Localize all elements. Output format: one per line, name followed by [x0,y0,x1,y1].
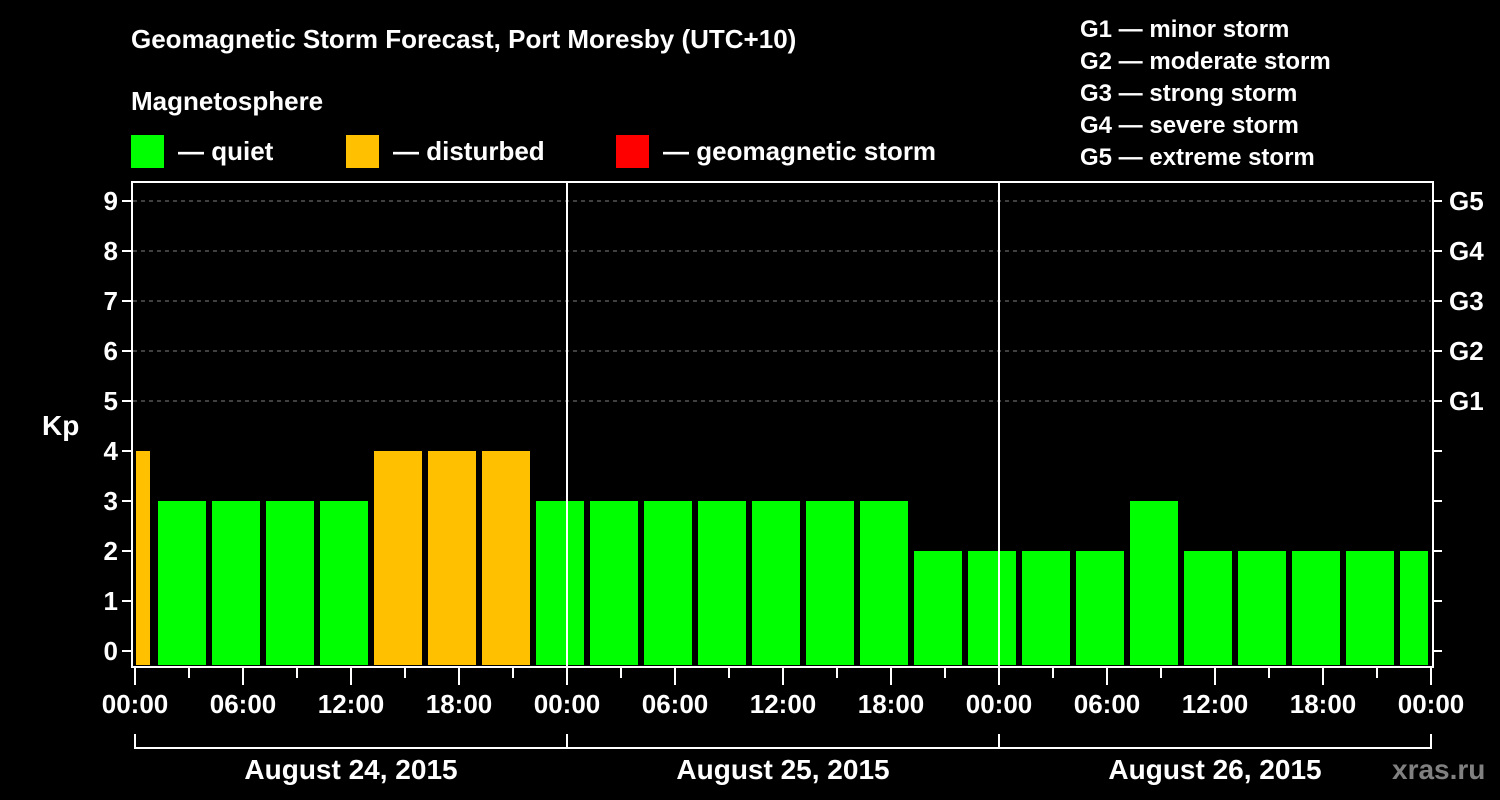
g4-legend: G4 — severe storm [1080,112,1299,139]
kp-bar [698,501,746,665]
x-tick-label: 12:00 [317,689,385,719]
disturbed-swatch [346,134,379,168]
legend-storm: — geomagnetic storm [616,134,936,168]
day-bracket [998,734,1432,749]
x-tick-label: 12:00 [749,689,817,719]
g-tick-label: G4 [1449,236,1484,266]
kp-bar [1184,551,1232,665]
y-tick-label: 2 [103,536,118,566]
g-scale-legend: G1 — minor storm G2 — moderate storm G3 … [1080,14,1331,174]
kp-bar [1130,501,1178,665]
kp-bar [1400,551,1428,665]
kp-bar [968,551,1016,665]
kp-bar [1076,551,1124,665]
x-tick-label: 12:00 [1181,689,1249,719]
y-axis-label: Kp [42,410,80,441]
legend-storm-label: — geomagnetic storm [663,135,937,166]
gridlines [133,200,1431,402]
x-tick-label: 18:00 [1289,689,1357,719]
x-tick-label: 06:00 [209,689,277,719]
day-brackets [134,734,1432,749]
x-tick-label: 00:00 [533,689,601,719]
axis-ticks [122,200,1442,685]
kp-bar [914,551,962,665]
x-tick-label: 06:00 [641,689,709,719]
legend-disturbed: — disturbed [346,134,545,168]
kp-bar [266,501,314,665]
y-tick-label: 0 [103,636,118,666]
kp-bar [320,501,368,665]
day-label: August 26, 2015 [1108,754,1322,785]
g5-legend: G5 — extreme storm [1080,144,1315,171]
legend-disturbed-label: — disturbed [393,135,545,166]
y-tick-label: 6 [103,336,118,366]
y-tick-label: 3 [103,486,118,516]
y-tick-label: 7 [103,286,118,316]
x-tick-label: 00:00 [1397,689,1465,719]
kp-bar [136,451,150,665]
kp-bar [374,451,422,665]
g2-legend: G2 — moderate storm [1080,48,1331,75]
x-tick-label: 06:00 [1073,689,1141,719]
kp-bar [158,501,206,665]
day-bracket [566,734,1000,749]
g-tick-label: G3 [1449,286,1484,316]
kp-bar [1238,551,1286,665]
chart-title: Geomagnetic Storm Forecast, Port Moresby… [131,24,797,54]
y-tick-label: 8 [103,236,118,266]
kp-bar [428,451,476,665]
y-tick-label: 9 [103,186,118,216]
watermark: xras.ru [1392,754,1486,785]
g-tick-label: G2 [1449,336,1484,366]
bars [136,451,1428,665]
legend-quiet-label: — quiet [178,135,274,166]
kp-bar [590,501,638,665]
y-tick-label: 1 [103,586,118,616]
kp-bar [1346,551,1394,665]
kp-bar [752,501,800,665]
y-tick-label: 4 [103,436,118,466]
y-tick-label: 5 [103,386,118,416]
kp-bar [482,451,530,665]
g-tick-label: G1 [1449,386,1484,416]
x-tick-label: 18:00 [857,689,925,719]
legend-quiet: — quiet [131,134,273,168]
x-tick-label: 00:00 [965,689,1033,719]
kp-bar [1022,551,1070,665]
storm-swatch [616,134,649,168]
kp-bar [212,501,260,665]
kp-bar [536,501,584,665]
kp-bar [644,501,692,665]
day-bracket [134,734,568,749]
day-label: August 24, 2015 [244,754,458,785]
x-tick-label: 00:00 [101,689,169,719]
kp-bar [806,501,854,665]
g3-legend: G3 — strong storm [1080,80,1298,107]
day-label: August 25, 2015 [676,754,890,785]
quiet-swatch [131,134,164,168]
plot-frame [131,181,1434,668]
kp-bar [1292,551,1340,665]
x-tick-label: 18:00 [425,689,493,719]
legend-heading: Magnetosphere [131,86,324,116]
g1-legend: G1 — minor storm [1080,16,1290,43]
kp-bar [860,501,908,665]
g-tick-label: G5 [1449,186,1484,216]
